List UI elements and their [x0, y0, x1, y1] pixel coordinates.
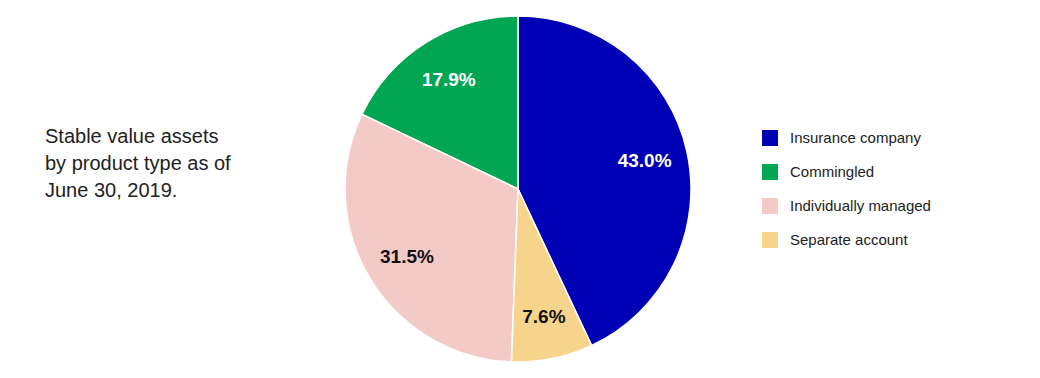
legend-label: Insurance company [790, 129, 921, 146]
pie: 43.0% 17.9% 31.5% 7.6% [345, 16, 691, 362]
legend-swatch [762, 130, 778, 146]
legend-swatch [762, 198, 778, 214]
data-label: 7.6% [522, 306, 565, 327]
data-label: 43.0% [618, 150, 672, 171]
slice [511, 189, 591, 362]
title: Stable value assets by product type as of… [45, 125, 231, 201]
legend-label: Separate account [790, 231, 908, 248]
legend: Insurance company Commingled Individually … [762, 129, 931, 248]
chart: Stable value assets by product type as of… [0, 0, 1040, 378]
legend-item: Commingled [762, 163, 874, 180]
legend-item: Separate account [762, 231, 908, 248]
title-line: by product type as of [45, 152, 231, 174]
slice [345, 114, 518, 362]
legend-swatch [762, 164, 778, 180]
data-label: 17.9% [422, 69, 476, 90]
legend-label: Commingled [790, 163, 874, 180]
legend-label: Individually managed [790, 197, 931, 214]
title-line: Stable value assets [45, 125, 218, 147]
legend-item: Individually managed [762, 197, 931, 214]
title-line: June 30, 2019. [45, 179, 177, 201]
data-label: 31.5% [380, 246, 434, 267]
legend-item: Insurance company [762, 129, 921, 146]
legend-swatch [762, 232, 778, 248]
